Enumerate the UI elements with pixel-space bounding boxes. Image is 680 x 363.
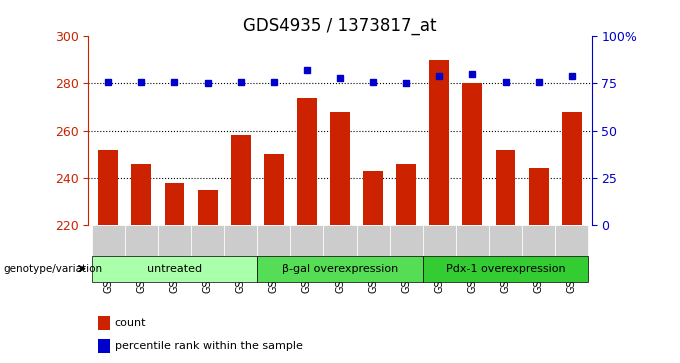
Bar (429, 60, 449, 225)
Bar (489, 225, 522, 272)
Bar (198, 189, 218, 225)
Bar (99, 316, 109, 330)
Bar (231, 135, 251, 225)
Bar (99, 339, 109, 353)
Bar (396, 164, 416, 225)
Bar (496, 150, 515, 225)
Bar (290, 225, 324, 272)
Bar (462, 83, 482, 225)
Bar (99, 150, 118, 225)
Bar (555, 225, 588, 272)
Bar (522, 225, 555, 272)
Bar (224, 225, 257, 272)
Text: β-gal overexpression: β-gal overexpression (282, 264, 398, 274)
Bar (92, 256, 257, 282)
Bar (165, 183, 184, 225)
Bar (456, 225, 489, 272)
Bar (131, 164, 151, 225)
Bar (92, 225, 125, 272)
Bar (423, 256, 588, 282)
Bar (562, 112, 581, 225)
Text: percentile rank within the sample: percentile rank within the sample (114, 341, 303, 351)
Bar (158, 225, 191, 272)
Text: count: count (114, 318, 146, 328)
Bar (356, 225, 390, 272)
Bar (529, 168, 549, 225)
Bar (324, 225, 356, 272)
Title: GDS4935 / 1373817_at: GDS4935 / 1373817_at (243, 17, 437, 35)
Bar (257, 256, 423, 282)
Bar (257, 225, 290, 272)
Text: Pdx-1 overexpression: Pdx-1 overexpression (445, 264, 565, 274)
Bar (264, 154, 284, 225)
Bar (363, 171, 383, 225)
Bar (423, 225, 456, 272)
Bar (297, 98, 317, 225)
Bar (191, 225, 224, 272)
Bar (125, 225, 158, 272)
Text: genotype/variation: genotype/variation (3, 264, 103, 274)
Bar (390, 225, 423, 272)
Text: untreated: untreated (147, 264, 202, 274)
Bar (330, 112, 350, 225)
